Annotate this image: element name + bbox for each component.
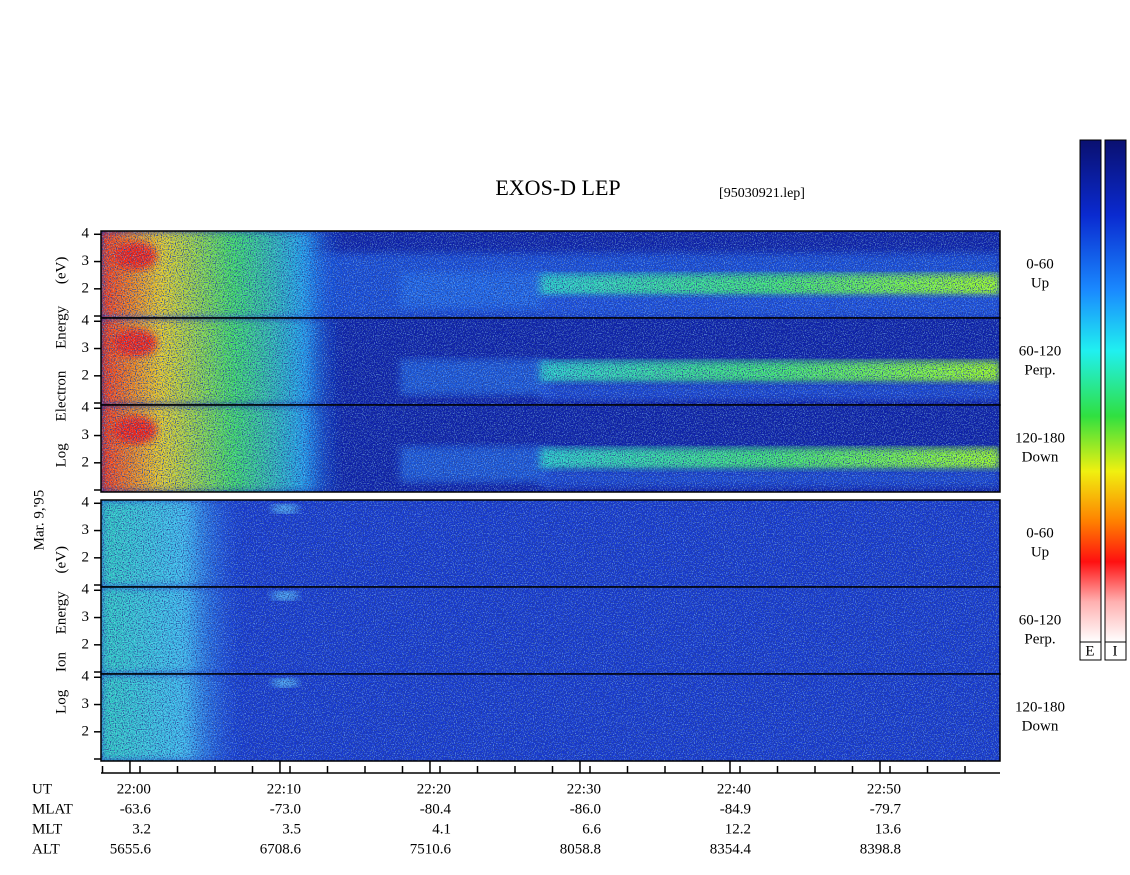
colorbar-label-box bbox=[1104, 641, 1127, 661]
direction-label: Perp. bbox=[1024, 631, 1055, 647]
speckle bbox=[101, 674, 1000, 761]
y-tick-label: 4 bbox=[82, 226, 90, 242]
y-tick-label: 4 bbox=[82, 669, 90, 685]
speckle bbox=[101, 318, 1000, 405]
colorbar-label: E bbox=[1085, 643, 1094, 659]
orbit-value: 12.2 bbox=[725, 821, 751, 837]
y-tick-label: 2 bbox=[82, 549, 90, 565]
colorbar bbox=[1104, 139, 1127, 643]
y-tick-label: 2 bbox=[82, 280, 90, 296]
y-tick-label: 4 bbox=[82, 582, 90, 598]
orbit-value: -80.4 bbox=[420, 801, 452, 817]
direction-label: Up bbox=[1031, 275, 1049, 291]
orbit-value: 8058.8 bbox=[560, 841, 601, 857]
x-tick-label: 22:40 bbox=[717, 781, 751, 797]
orbit-value: 4.1 bbox=[432, 821, 451, 837]
spectrogram bbox=[101, 500, 1000, 587]
y-tick-label: 4 bbox=[82, 313, 90, 329]
colorbar-label-box bbox=[1079, 641, 1102, 661]
row-label: MLT bbox=[32, 821, 62, 837]
y-tick-label: 3 bbox=[82, 522, 90, 538]
direction-label: Down bbox=[1022, 449, 1059, 465]
x-tick-label: 22:00 bbox=[117, 781, 151, 797]
orbit-value: 8398.8 bbox=[860, 841, 901, 857]
electron-axis-label: Log Electron Energy (eV) bbox=[53, 257, 69, 468]
y-tick-label: 3 bbox=[82, 427, 90, 443]
x-tick-label: 22:10 bbox=[267, 781, 301, 797]
pitch-label: 0-60 bbox=[1026, 525, 1054, 541]
direction-label: Down bbox=[1022, 718, 1059, 734]
orbit-value: 6.6 bbox=[582, 821, 601, 837]
panel-frame bbox=[100, 404, 1001, 493]
orbit-value: 5655.6 bbox=[110, 841, 152, 857]
speckle bbox=[101, 587, 1000, 674]
x-tick-label: 22:30 bbox=[567, 781, 601, 797]
row-label: MLAT bbox=[32, 801, 73, 817]
colorbar-label: I bbox=[1113, 643, 1118, 659]
orbit-value: 3.5 bbox=[282, 821, 301, 837]
direction-label: Perp. bbox=[1024, 362, 1055, 378]
pitch-label: 120-180 bbox=[1015, 699, 1065, 715]
y-tick-label: 3 bbox=[82, 609, 90, 625]
y-tick-label: 2 bbox=[82, 723, 90, 739]
pitch-label: 120-180 bbox=[1015, 430, 1065, 446]
ion-axis-label: Log Ion Energy (eV) bbox=[53, 546, 69, 714]
spectrogram bbox=[101, 318, 1000, 405]
spectrogram bbox=[101, 587, 1000, 674]
y-tick-label: 3 bbox=[82, 696, 90, 712]
spectrogram bbox=[101, 405, 1000, 492]
panel-frame bbox=[100, 673, 1001, 762]
y-tick-label: 2 bbox=[82, 636, 90, 652]
direction-label: Up bbox=[1031, 544, 1049, 560]
x-tick-label: 22:50 bbox=[867, 781, 901, 797]
y-tick-label: 4 bbox=[82, 400, 90, 416]
orbit-value: -84.9 bbox=[720, 801, 751, 817]
orbit-value: -63.6 bbox=[120, 801, 152, 817]
orbit-value: 7510.6 bbox=[410, 841, 452, 857]
spectrogram bbox=[101, 231, 1000, 318]
y-tick-label: 2 bbox=[82, 367, 90, 383]
orbit-value: 8354.4 bbox=[710, 841, 752, 857]
y-tick-label: 3 bbox=[82, 253, 90, 269]
orbit-value: 6708.6 bbox=[260, 841, 302, 857]
y-tick-label: 4 bbox=[82, 495, 90, 511]
spectrogram bbox=[101, 674, 1000, 761]
orbit-value: -79.7 bbox=[870, 801, 902, 817]
speckle bbox=[101, 405, 1000, 492]
pitch-label: 60-120 bbox=[1019, 612, 1062, 628]
file-name: [95030921.lep] bbox=[719, 186, 805, 201]
y-tick-label: 3 bbox=[82, 340, 90, 356]
colorbar bbox=[1079, 139, 1102, 643]
orbit-value: 3.2 bbox=[132, 821, 151, 837]
orbit-value: 13.6 bbox=[875, 821, 902, 837]
orbit-value: -86.0 bbox=[570, 801, 601, 817]
pitch-label: 60-120 bbox=[1019, 343, 1062, 359]
row-label: UT bbox=[32, 781, 52, 797]
row-label: ALT bbox=[32, 841, 60, 857]
x-tick-label: 22:20 bbox=[417, 781, 451, 797]
date: Mar. 9,'95 bbox=[31, 490, 47, 551]
pitch-label: 0-60 bbox=[1026, 256, 1054, 272]
title: EXOS-D LEP bbox=[495, 175, 620, 200]
speckle bbox=[101, 500, 1000, 587]
y-tick-label: 2 bbox=[82, 454, 90, 470]
speckle bbox=[101, 231, 1000, 318]
orbit-value: -73.0 bbox=[270, 801, 301, 817]
